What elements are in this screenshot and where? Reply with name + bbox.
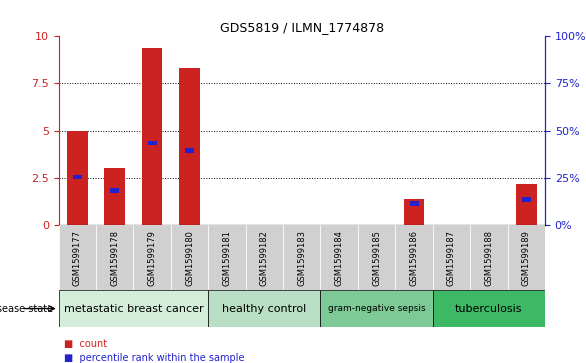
Text: ■  count: ■ count: [64, 339, 108, 349]
Text: disease state: disease state: [0, 303, 53, 314]
Bar: [104, 168, 125, 225]
Bar: [321, 290, 432, 327]
Text: GSM1599188: GSM1599188: [485, 230, 493, 286]
Bar: [522, 197, 531, 202]
Text: GSM1599180: GSM1599180: [185, 230, 194, 286]
Text: GSM1599189: GSM1599189: [522, 230, 531, 286]
Bar: [73, 175, 82, 179]
Bar: [507, 225, 545, 290]
Bar: [432, 290, 545, 327]
Bar: [148, 141, 156, 146]
Bar: [246, 225, 283, 290]
Bar: [208, 225, 246, 290]
Bar: [134, 225, 171, 290]
Text: GSM1599186: GSM1599186: [410, 230, 418, 286]
Text: gram-negative sepsis: gram-negative sepsis: [328, 304, 425, 313]
Bar: [208, 290, 321, 327]
Text: healthy control: healthy control: [222, 303, 306, 314]
Bar: [516, 184, 537, 225]
Bar: [358, 225, 396, 290]
Text: metastatic breast cancer: metastatic breast cancer: [64, 303, 203, 314]
Text: GSM1599187: GSM1599187: [447, 230, 456, 286]
Bar: [283, 225, 321, 290]
Bar: [185, 148, 194, 153]
Text: GSM1599181: GSM1599181: [223, 230, 231, 286]
Title: GDS5819 / ILMN_1774878: GDS5819 / ILMN_1774878: [220, 21, 384, 34]
Bar: [179, 68, 200, 225]
Bar: [396, 225, 432, 290]
Text: GSM1599184: GSM1599184: [335, 230, 344, 286]
Bar: [59, 290, 208, 327]
Text: GSM1599183: GSM1599183: [297, 230, 306, 286]
Bar: [470, 225, 507, 290]
Text: ■  percentile rank within the sample: ■ percentile rank within the sample: [64, 353, 245, 363]
Text: GSM1599178: GSM1599178: [110, 230, 119, 286]
Text: tuberculosis: tuberculosis: [455, 303, 523, 314]
Bar: [410, 201, 418, 206]
Text: GSM1599182: GSM1599182: [260, 230, 269, 286]
Bar: [404, 199, 424, 225]
Bar: [142, 48, 162, 225]
Bar: [171, 225, 208, 290]
Bar: [67, 131, 87, 225]
Text: GSM1599185: GSM1599185: [372, 230, 381, 286]
Bar: [96, 225, 134, 290]
Text: GSM1599177: GSM1599177: [73, 230, 82, 286]
Bar: [432, 225, 470, 290]
Bar: [59, 225, 96, 290]
Text: GSM1599179: GSM1599179: [148, 230, 156, 286]
Bar: [110, 188, 119, 193]
Bar: [321, 225, 358, 290]
